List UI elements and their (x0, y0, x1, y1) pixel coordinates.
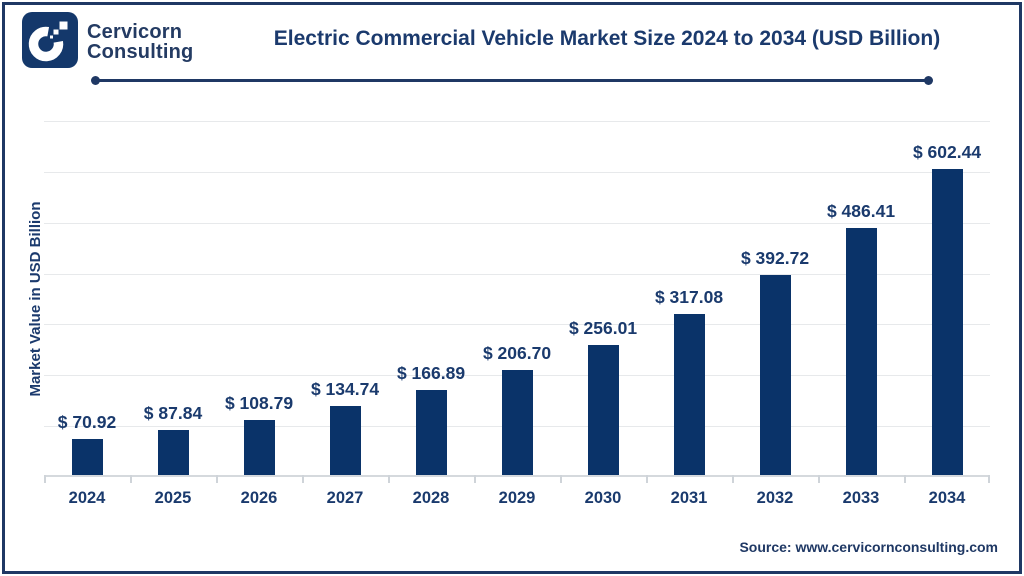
header-rule-left-dot (91, 76, 100, 85)
gridline (44, 222, 990, 224)
header-rule-right-dot (924, 76, 933, 85)
bar-value-label-2025: $ 87.84 (143, 403, 203, 424)
bar-2034 (931, 168, 963, 475)
logo-c-icon (22, 12, 78, 68)
bar-2027 (329, 406, 361, 475)
bar-2033 (845, 227, 877, 475)
x-tick-mark (474, 475, 476, 483)
bar-value-label-2029: $ 206.70 (482, 342, 552, 363)
page-content: Cervicorn Consulting Electric Commercial… (5, 5, 1019, 571)
bar-value-label-2034: $ 602.44 (912, 141, 982, 162)
x-tick-label-2024: 2024 (68, 489, 106, 507)
brand-line1: Cervicorn (87, 21, 183, 43)
x-tick-mark (818, 475, 820, 483)
x-tick-label-2031: 2031 (670, 489, 708, 507)
x-tick-label-2029: 2029 (498, 489, 536, 507)
bar-value-label-2031: $ 317.08 (654, 286, 724, 307)
bar-value-label-2030: $ 256.01 (568, 317, 638, 338)
header-rule (95, 79, 929, 82)
bar-2024 (71, 438, 103, 475)
x-tick-mark (388, 475, 390, 483)
brand-name: Cervicorn Consulting (87, 22, 193, 62)
x-tick-label-2025: 2025 (154, 489, 192, 507)
bar-2032 (759, 275, 791, 475)
x-tick-label-2027: 2027 (326, 489, 364, 507)
brand-line2: Consulting (87, 41, 194, 63)
x-tick-mark (904, 475, 906, 483)
bar-value-label-2027: $ 134.74 (310, 379, 380, 400)
x-tick-label-2032: 2032 (756, 489, 794, 507)
bar-2025 (157, 430, 189, 475)
bar-value-label-2033: $ 486.41 (826, 200, 896, 221)
source-note: Source: www.cervicornconsulting.com (739, 539, 998, 555)
x-tick-label-2026: 2026 (240, 489, 278, 507)
gridline (44, 324, 990, 326)
gridline (44, 171, 990, 173)
x-tick-mark (646, 475, 648, 483)
x-tick-label-2028: 2028 (412, 489, 450, 507)
x-tick-mark (302, 475, 304, 483)
x-tick-label-2030: 2030 (584, 489, 622, 507)
bar-value-label-2028: $ 166.89 (396, 363, 466, 384)
x-tick-mark (732, 475, 734, 483)
gridline (44, 121, 990, 122)
x-tick-label-2034: 2034 (928, 489, 966, 507)
x-tick-mark (988, 475, 990, 483)
bar-value-label-2026: $ 108.79 (224, 392, 294, 413)
bar-2026 (243, 419, 275, 475)
bar-value-label-2032: $ 392.72 (740, 248, 810, 269)
x-tick-mark (130, 475, 132, 483)
page-title: Electric Commercial Vehicle Market Size … (273, 27, 941, 50)
bar-2030 (587, 344, 619, 475)
x-tick-mark (560, 475, 562, 483)
bar-2029 (501, 369, 533, 475)
x-tick-mark (216, 475, 218, 483)
gridline (44, 273, 990, 275)
bar-2031 (673, 313, 705, 475)
bar-value-label-2024: $ 70.92 (57, 411, 117, 432)
cervicorn-logo (22, 12, 78, 68)
bar-2028 (415, 390, 447, 475)
x-tick-mark (44, 475, 46, 483)
plot-area: $ 70.92 2024 $ 87.84 2025 $ 108.79 2026 $ 134.… (44, 121, 990, 507)
x-tick-label-2033: 2033 (842, 489, 880, 507)
